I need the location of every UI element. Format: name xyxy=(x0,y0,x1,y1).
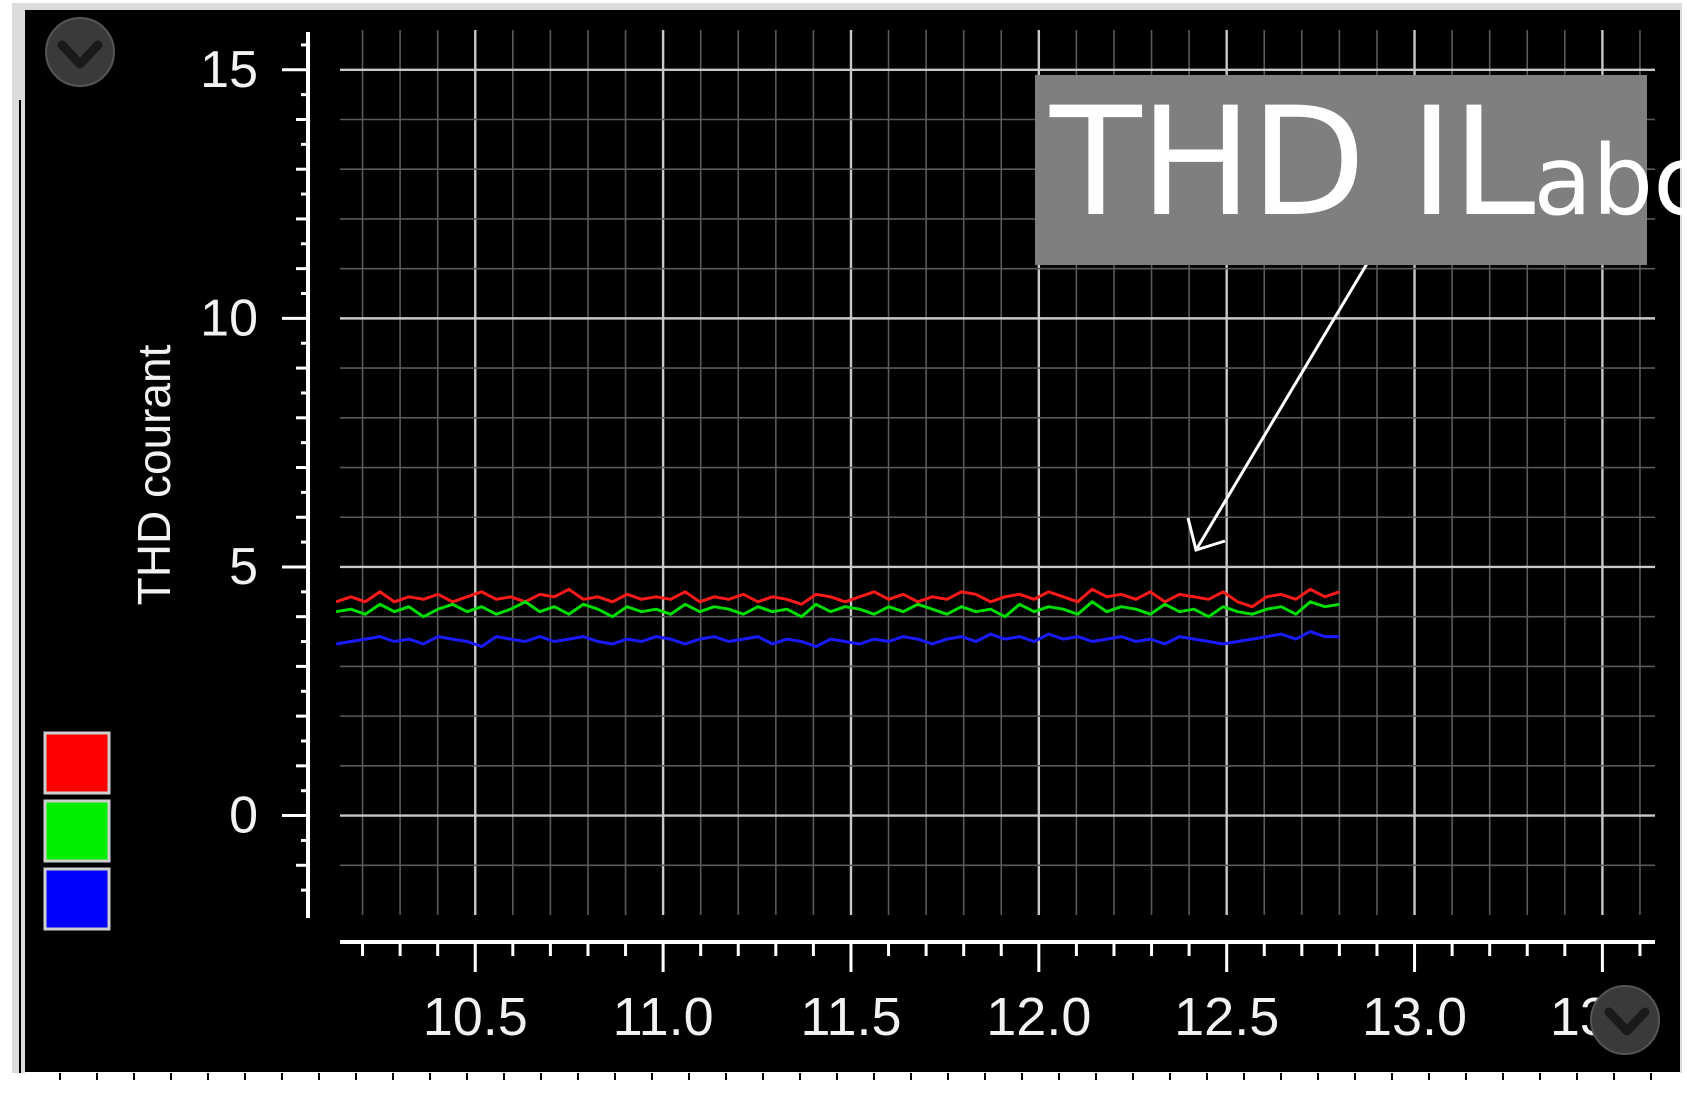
y-tick-label: 15 xyxy=(200,41,258,99)
y-tick-label: 5 xyxy=(229,538,258,596)
annotation-main-text: THD IL xyxy=(1050,76,1535,250)
x-tick-label: 12.5 xyxy=(1174,987,1279,1047)
x-tick-label: 11.5 xyxy=(800,987,901,1047)
x-tick-label: 10.5 xyxy=(423,987,528,1047)
annotation-label: THD ILabc xyxy=(1050,88,1687,238)
icon-circle xyxy=(1590,985,1660,1055)
icon-circle xyxy=(45,17,115,87)
x-tick-label: 11.0 xyxy=(613,987,714,1047)
annotation-box xyxy=(1035,75,1647,265)
legend-swatch xyxy=(43,867,111,931)
y-tick-label: 10 xyxy=(200,289,258,347)
y-tick-label: 0 xyxy=(229,787,258,845)
series-line xyxy=(335,630,1340,648)
chevron-down-icon xyxy=(45,17,115,87)
series-line xyxy=(335,587,1340,609)
icon-chevron xyxy=(1604,1007,1650,1036)
legend-swatch xyxy=(43,731,111,795)
annotation-arrow-head xyxy=(1186,517,1226,552)
icon-chevron xyxy=(57,40,103,69)
x-tick-label: 12.0 xyxy=(986,987,1091,1047)
series-line xyxy=(335,600,1340,619)
y-axis-label: THD courant xyxy=(128,344,180,605)
x-tick-label: 13.0 xyxy=(1362,987,1467,1047)
chevron-icon xyxy=(1590,985,1660,1055)
annotation-subscript-text: abc xyxy=(1533,125,1687,237)
annotation-arrow-shaft xyxy=(1194,261,1370,551)
legend-swatch xyxy=(43,799,111,863)
